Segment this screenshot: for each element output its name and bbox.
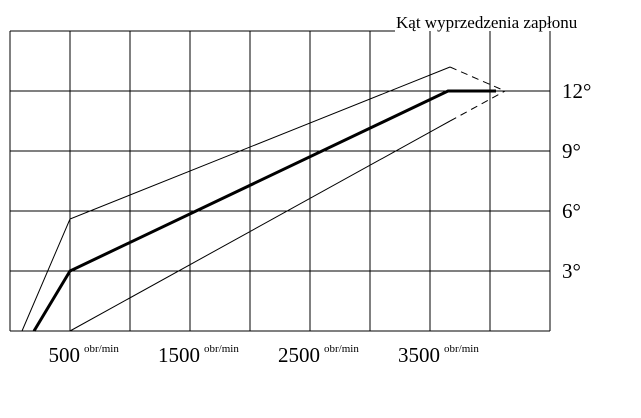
y-tick-label: 9° [562,139,581,163]
x-tick-label: 2500 [278,343,320,367]
x-unit-label: obr/min [324,343,359,355]
series-line [69,120,451,332]
x-tick-label: 500 [49,343,81,367]
series-line [32,89,496,332]
series-line-dashed [449,66,506,92]
y-tick-label: 6° [562,199,581,223]
y-tick-label: 3° [562,259,581,283]
x-unit-label: obr/min [84,343,119,355]
chart-title: Kąt wyprzedzenia zapłonu [396,13,578,32]
x-unit-label: obr/min [444,343,479,355]
x-tick-label: 1500 [158,343,200,367]
x-unit-label: obr/min [204,343,239,355]
series-line [21,66,451,332]
x-tick-label: 3500 [398,343,440,367]
y-tick-label: 12° [562,79,591,103]
series-line-dashed [449,90,506,122]
